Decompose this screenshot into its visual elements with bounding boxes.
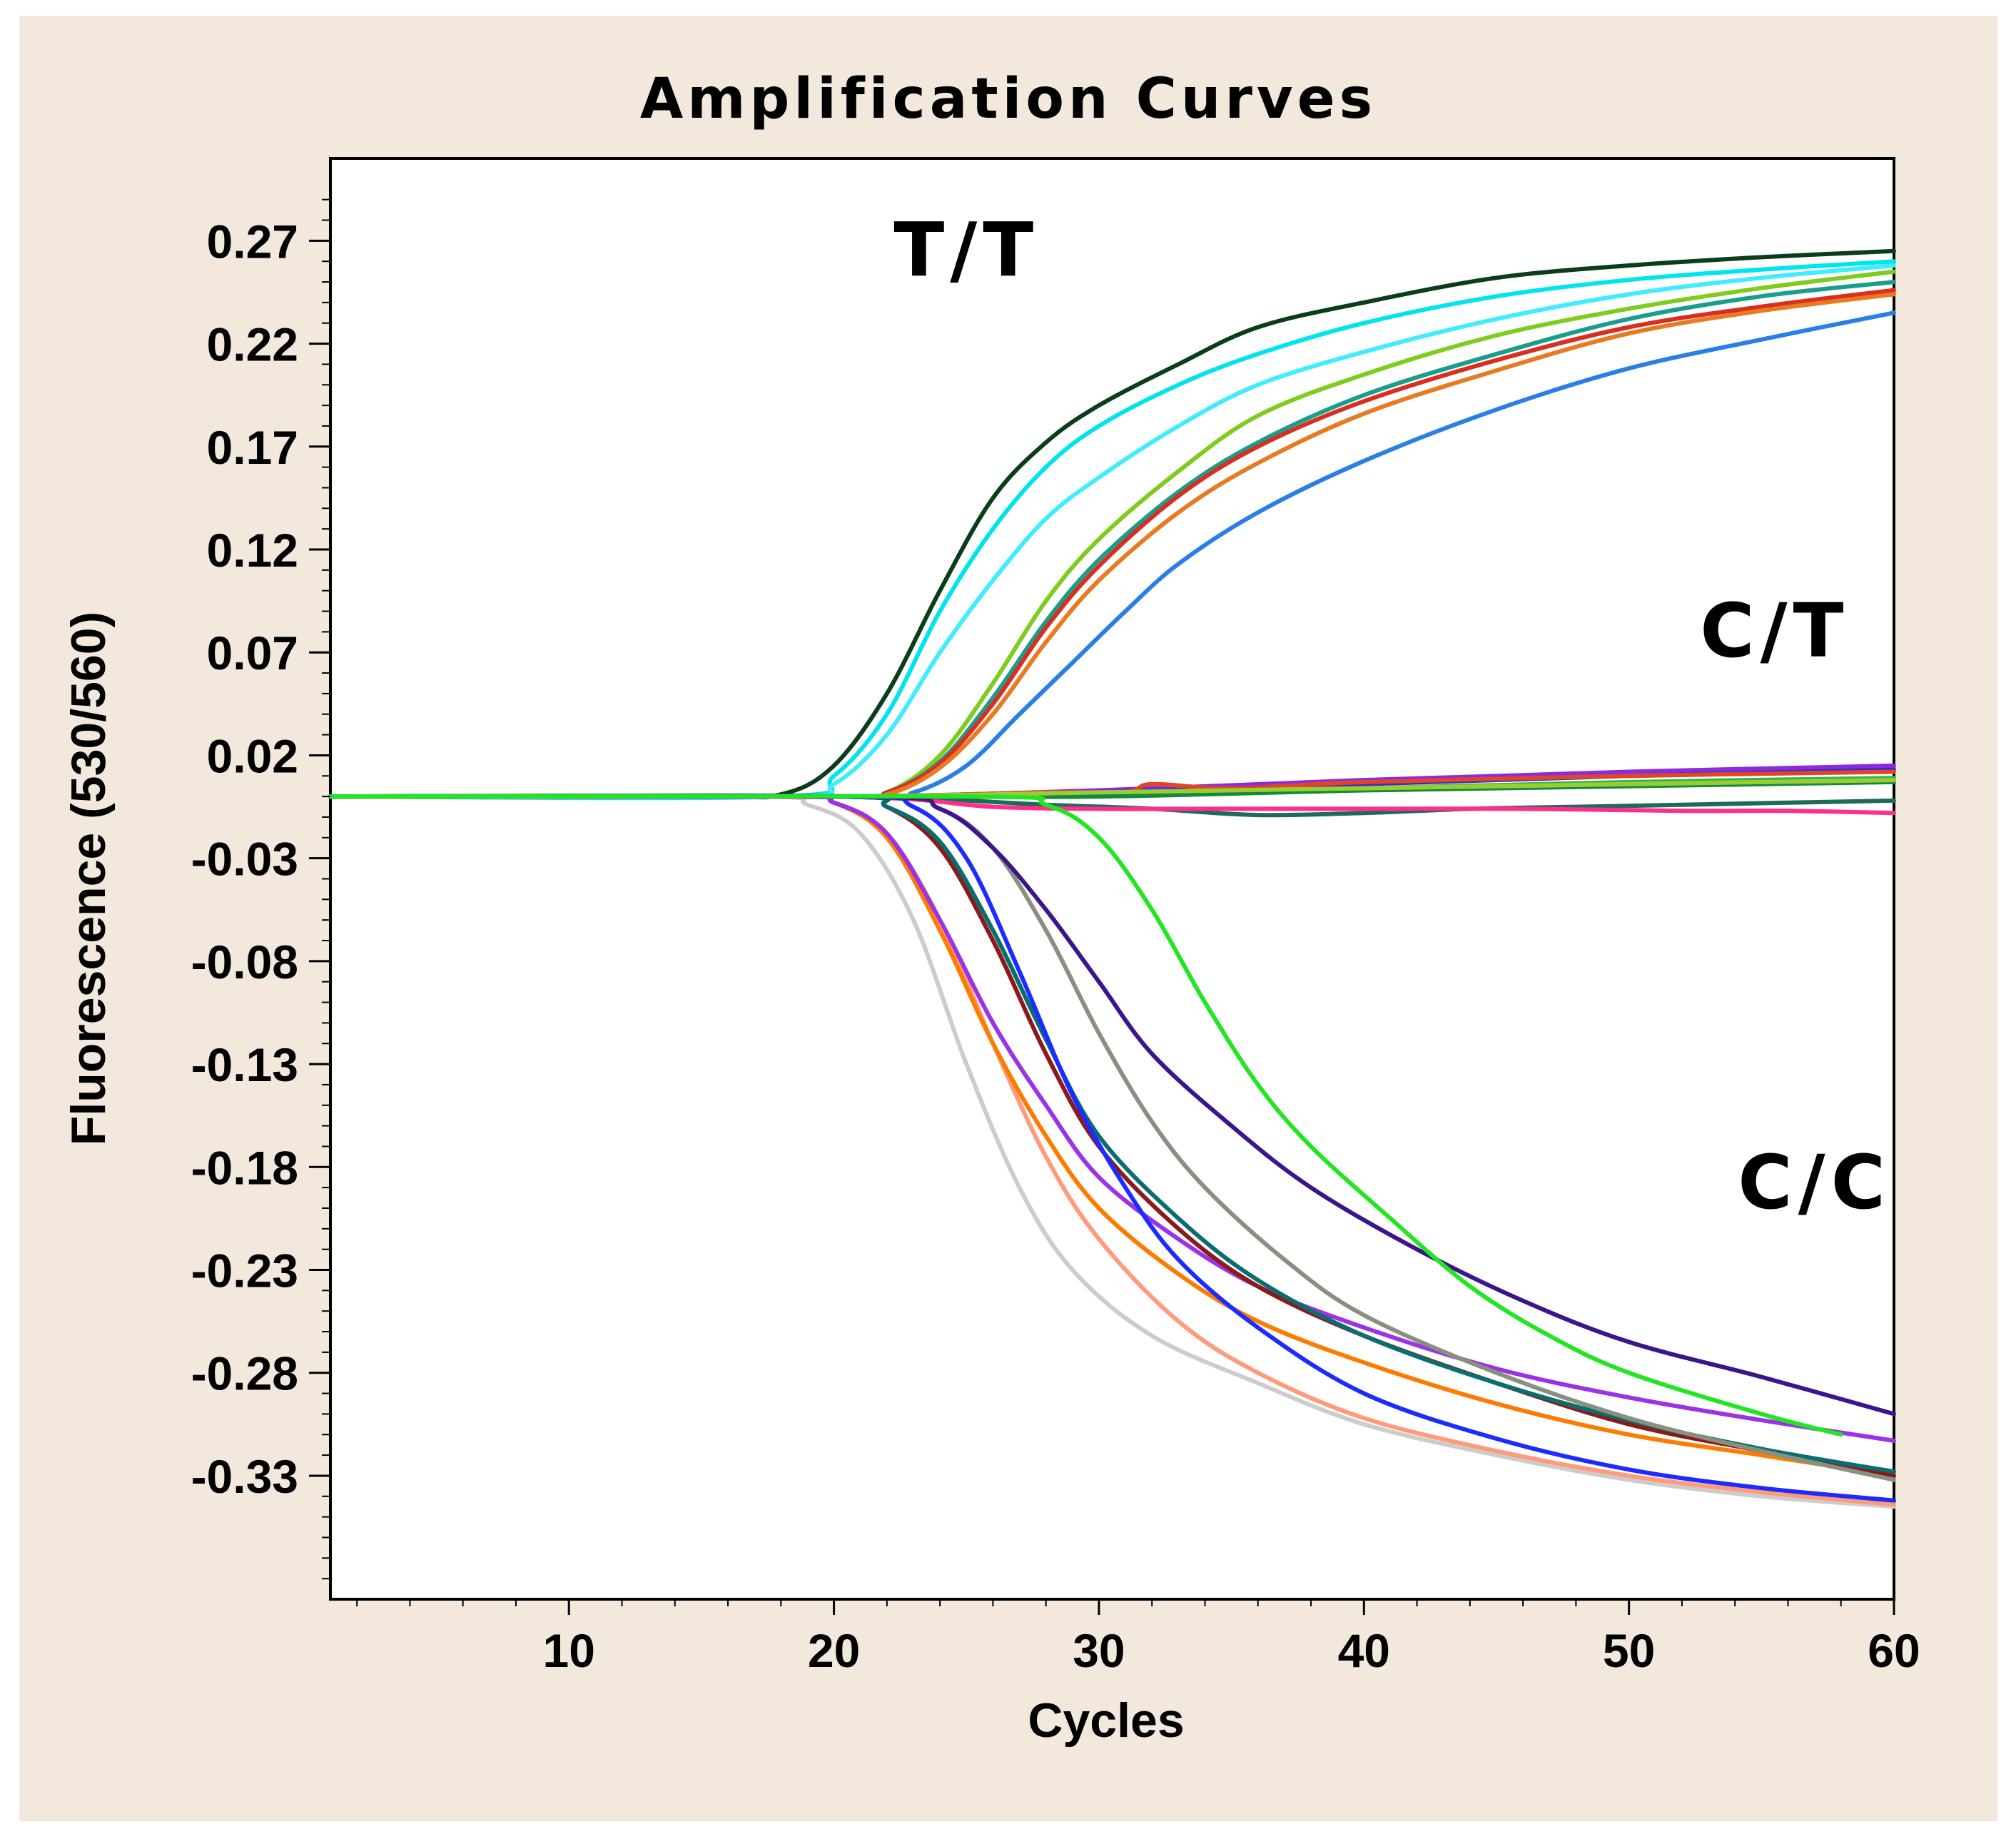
y-tick-label: 0.22: [207, 318, 298, 371]
x-tick-label: 30: [1073, 1624, 1125, 1677]
y-axis-label: Fluorescence (530/560): [61, 612, 116, 1145]
y-axis: 0.27 0.22 0.17 0.12 0.07 0.02 -0.03 -0.08 -0.13 -…: [191, 198, 330, 1580]
x-tick-label: 50: [1603, 1624, 1655, 1677]
y-tick-label: -0.18: [191, 1141, 298, 1194]
y-tick-label: -0.03: [191, 833, 298, 886]
genotype-label: C/T: [1700, 587, 1849, 674]
y-tick-label: 0.07: [207, 627, 298, 679]
series-line: [328, 794, 1896, 1509]
y-tick-label: -0.23: [191, 1245, 298, 1297]
group-c-c: [328, 793, 1896, 1509]
chart-title: Amplification Curves: [640, 67, 1377, 131]
y-tick-label: 0.02: [207, 729, 298, 782]
genotype-label: T/T: [893, 206, 1039, 293]
series-line: [328, 794, 1843, 1437]
x-tick-label: 20: [808, 1624, 860, 1677]
series-line: [328, 263, 1896, 800]
amplification-chart: Amplification Curves 0.27 0.22 0.17 0.12 0.0…: [61, 67, 1920, 1748]
chart-background: Amplification Curves 0.27 0.22 0.17 0.12 0.0…: [19, 16, 1997, 1821]
x-axis: 10 20 30 40 50 60: [356, 1599, 1920, 1677]
series-lines: [328, 248, 1896, 1509]
y-tick-label: 0.27: [207, 215, 298, 268]
y-tick-label: -0.28: [191, 1347, 298, 1400]
y-tick-label: -0.08: [191, 936, 298, 988]
x-tick-label: 40: [1338, 1624, 1390, 1677]
x-tick-label: 10: [543, 1624, 595, 1677]
y-tick-label: -0.13: [191, 1038, 298, 1091]
x-axis-label: Cycles: [1028, 1693, 1184, 1748]
group-annotations: T/T C/T C/C: [893, 206, 1891, 1226]
y-tick-label: 0.12: [207, 524, 298, 577]
y-tick-label: -0.33: [191, 1450, 298, 1503]
x-tick-label: 60: [1868, 1624, 1920, 1677]
genotype-label: C/C: [1738, 1139, 1891, 1226]
y-tick-label: 0.17: [207, 421, 298, 474]
